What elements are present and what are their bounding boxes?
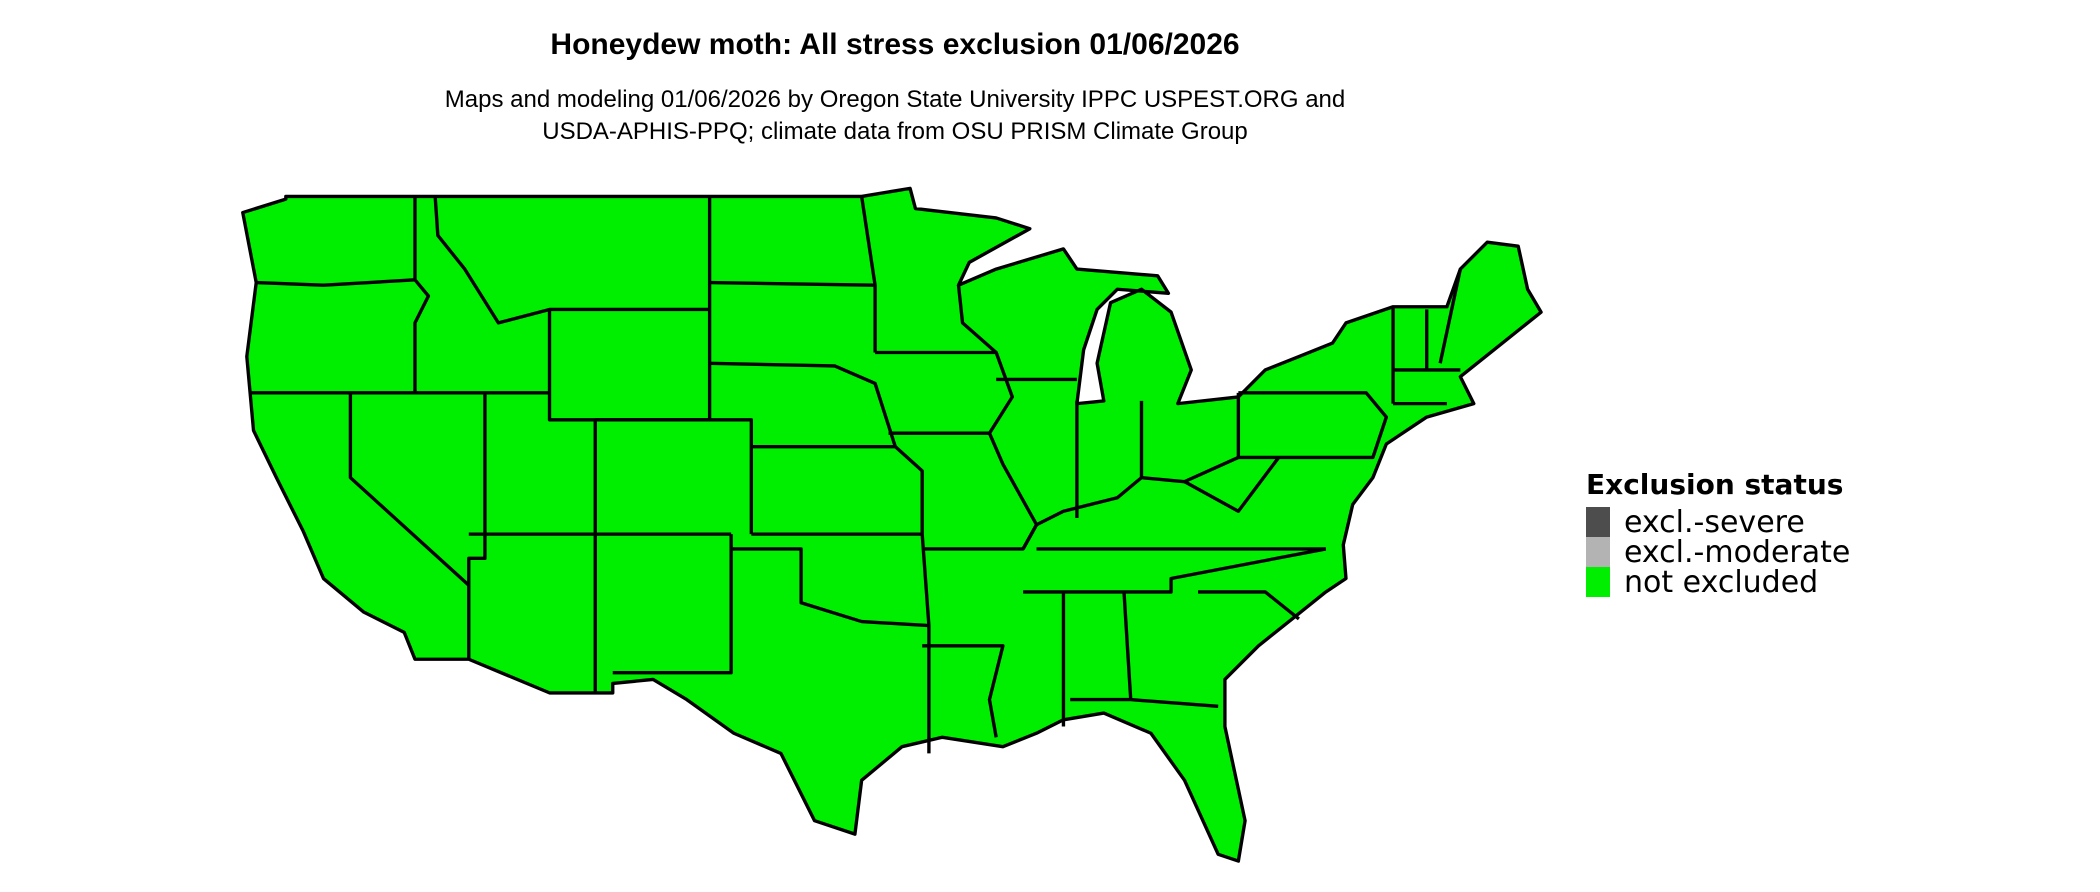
subtitle-line-2: USDA-APHIS-PPQ; climate data from OSU PR… [542,118,1248,145]
state-border [1183,456,1281,513]
legend-item-severe: excl.-severe [1586,504,1850,540]
state-border [1070,697,1219,709]
state-border [348,392,470,587]
state-border [894,445,931,754]
state-border [1238,391,1389,460]
state-border [1197,590,1300,621]
legend-title: Exclusion status [1586,468,1844,501]
legend-item-moderate: excl.-moderate [1586,534,1851,570]
legend-swatch [1586,507,1610,537]
state-border [731,547,930,628]
state-border [859,196,877,353]
state-border [595,418,754,535]
state-border [612,534,733,675]
legend-swatch [1586,537,1610,567]
state-border [1438,268,1462,364]
state-border [433,196,710,325]
state-border [709,280,876,287]
state-border [1023,547,1327,594]
state-border [888,431,1039,551]
state-border [875,350,1015,435]
state-border [709,361,897,448]
state-border [922,644,1005,738]
state-border [1122,591,1133,700]
state-border [467,392,487,660]
legend-label: not excluded [1624,564,1819,600]
legend-label: excl.-moderate [1624,534,1851,570]
legend-swatch [1586,567,1610,597]
state-border [413,196,431,393]
legend-item-not-excluded: not excluded [1586,564,1850,600]
legend: Exclusion status excl.-severe excl.-mode… [1586,468,1851,600]
state-border [956,285,998,354]
us-outline [241,186,1543,863]
state-borders [250,196,1462,754]
state-border [256,278,416,287]
subtitle-line-1: Maps and modeling 01/06/2026 by Oregon S… [444,86,1346,113]
state-border [1021,455,1240,550]
legend-label: excl.-severe [1624,504,1805,540]
map-subtitle: Maps and modeling 01/06/2026 by Oregon S… [0,84,1790,148]
map-title: Honeydew moth: All stress exclusion 01/0… [550,28,1240,61]
